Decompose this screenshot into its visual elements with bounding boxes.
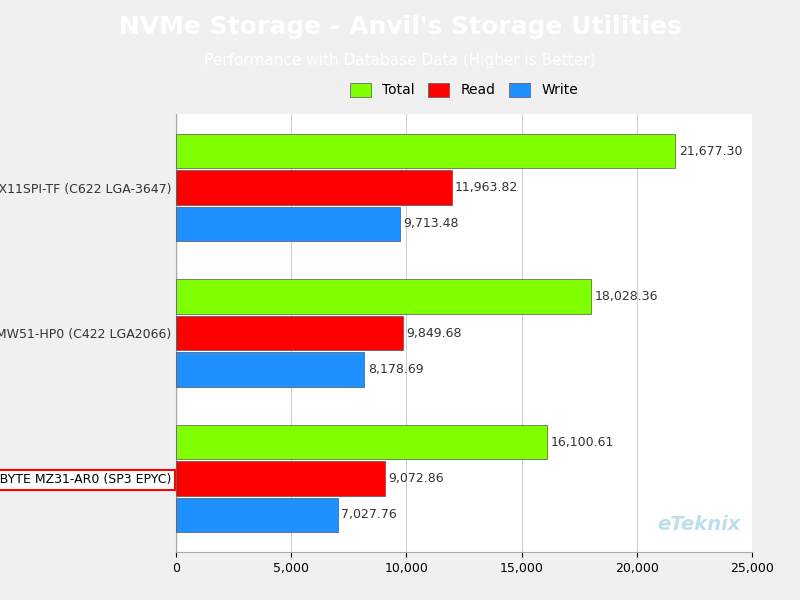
Bar — [176, 280, 591, 314]
Text: 16,100.61: 16,100.61 — [550, 436, 614, 449]
Text: 9,849.68: 9,849.68 — [406, 326, 462, 340]
Text: Performance with Database Data (Higher is Better): Performance with Database Data (Higher i… — [204, 53, 596, 68]
Legend: Total, Read, Write: Total, Read, Write — [345, 77, 583, 103]
Text: 9,713.48: 9,713.48 — [403, 217, 458, 230]
Text: 9,072.86: 9,072.86 — [389, 472, 444, 485]
Bar — [176, 352, 365, 386]
Text: 8,178.69: 8,178.69 — [368, 363, 423, 376]
Bar — [176, 134, 675, 169]
Text: NVMe Storage - Anvil's Storage Utilities: NVMe Storage - Anvil's Storage Utilities — [118, 15, 682, 39]
Text: 18,028.36: 18,028.36 — [595, 290, 658, 303]
Text: 7,027.76: 7,027.76 — [342, 508, 397, 521]
Text: 21,677.30: 21,677.30 — [679, 145, 742, 158]
Bar — [176, 461, 385, 496]
Bar — [176, 497, 338, 532]
Text: 11,963.82: 11,963.82 — [455, 181, 518, 194]
Bar — [176, 170, 452, 205]
Text: eTeknix: eTeknix — [657, 515, 741, 535]
Bar — [176, 206, 400, 241]
Bar — [176, 316, 403, 350]
Bar — [176, 425, 547, 460]
